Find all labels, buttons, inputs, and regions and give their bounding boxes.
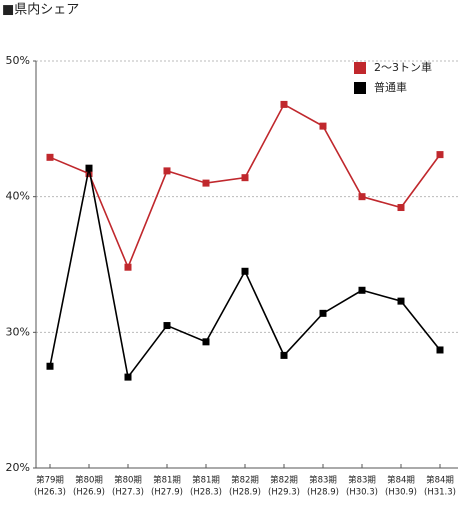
chart-title: ■県内シェア (2, 2, 79, 18)
x-tick-label: 第79期 (36, 475, 64, 486)
y-tick-label: 50% (6, 54, 30, 67)
point (397, 297, 405, 305)
point (85, 164, 93, 172)
point (202, 179, 210, 187)
x-tick-label: 第83期 (348, 475, 376, 486)
point (124, 373, 132, 381)
x-tick-label: (H28.3) (190, 488, 222, 498)
point (85, 170, 93, 178)
x-tick-label: 第80期 (114, 475, 142, 486)
x-tick-label: 第80期 (75, 475, 103, 486)
x-tick-label: (H31.3) (424, 488, 456, 498)
x-tick-label: (H30.3) (346, 488, 378, 498)
point (280, 100, 288, 108)
x-tick-label: (H27.9) (151, 488, 183, 498)
point (241, 174, 249, 182)
point (202, 338, 210, 346)
point (163, 322, 171, 330)
point (358, 286, 366, 294)
y-tick-label: 20% (6, 461, 30, 474)
point (358, 193, 366, 201)
x-tick-label: (H28.9) (307, 488, 339, 498)
point (163, 167, 171, 175)
x-tick-label: 第82期 (270, 475, 298, 486)
x-tick-label: 第81期 (192, 475, 220, 486)
x-tick-label: (H26.3) (34, 488, 66, 498)
x-tick-label: 第81期 (153, 475, 181, 486)
y-tick-label: 40% (6, 190, 30, 203)
point (436, 346, 444, 354)
y-tick-label: 30% (6, 325, 30, 338)
x-tick-label: (H30.9) (385, 488, 417, 498)
x-tick-label: 第84期 (387, 475, 415, 486)
legend-label: 普通車 (374, 80, 407, 94)
legend-label: 2～3トン車 (374, 60, 432, 74)
point (241, 267, 249, 275)
legend-swatch (354, 82, 366, 94)
point (280, 351, 288, 359)
legend-swatch (354, 62, 366, 74)
x-tick-label: 第83期 (309, 475, 337, 486)
point (124, 263, 132, 271)
point (319, 309, 327, 317)
point (46, 153, 54, 161)
x-tick-label: 第84期 (426, 475, 454, 486)
series-line (49, 103, 441, 270)
x-tick-label: (H29.3) (268, 488, 300, 498)
point (319, 122, 327, 130)
point (436, 151, 444, 159)
x-tick-label: (H27.3) (112, 488, 144, 498)
point (46, 362, 54, 370)
x-tick-label: 第82期 (231, 475, 259, 486)
point (397, 204, 405, 212)
x-tick-label: (H26.9) (73, 488, 105, 498)
x-tick-label: (H28.9) (229, 488, 261, 498)
